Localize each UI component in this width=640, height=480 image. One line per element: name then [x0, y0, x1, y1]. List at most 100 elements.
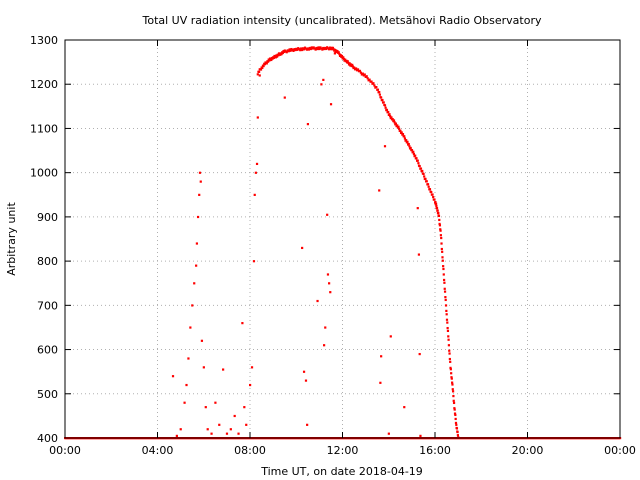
curve-point [351, 65, 354, 68]
scatter-point [214, 401, 217, 404]
x-tick-label: 08:00 [234, 444, 266, 457]
x-tick-label: 00:00 [49, 444, 81, 457]
curve-point [417, 162, 420, 165]
y-tick-label: 1300 [30, 34, 58, 47]
curve-point [354, 67, 358, 70]
scatter-point [245, 423, 248, 426]
x-tick-label: 20:00 [512, 444, 544, 457]
scatter-point [253, 193, 256, 196]
curve-point [412, 152, 416, 156]
curve-point [439, 228, 442, 231]
curve-point [454, 421, 458, 425]
curve-point [261, 66, 264, 70]
scatter-point [171, 375, 175, 378]
curve-point [445, 309, 448, 313]
scatter-point [195, 264, 198, 267]
scatter-point [379, 381, 382, 384]
scatter-point [383, 145, 387, 148]
curve-point [435, 207, 439, 210]
curve-point [300, 47, 303, 50]
curve-point [342, 57, 345, 61]
curve-point [456, 434, 460, 437]
curve-point [257, 70, 261, 73]
curve-point [345, 59, 348, 62]
scatter-point [210, 432, 213, 435]
curve-point [299, 49, 302, 52]
curve-point [439, 229, 442, 232]
x-tick-label: 16:00 [419, 444, 451, 457]
scatter-point [255, 162, 259, 166]
curve-point [391, 118, 394, 121]
curve-point [452, 401, 456, 405]
curve-point [440, 236, 443, 240]
scatter-point [304, 379, 308, 382]
curve-point [450, 372, 453, 375]
y-tick-label: 1100 [30, 122, 58, 135]
curve-point [442, 265, 445, 268]
curve-point [453, 407, 456, 410]
scatter-point [222, 368, 225, 371]
curve-point [384, 106, 387, 109]
curve-point [454, 413, 457, 417]
curve-point [446, 329, 450, 333]
scatter-point [200, 339, 204, 342]
scatter-point [324, 326, 327, 329]
curve-point [339, 53, 342, 57]
curve-point [321, 48, 324, 51]
curve-point [330, 46, 333, 49]
curve-point [365, 75, 368, 78]
scatter-point [249, 383, 252, 387]
curve-point [426, 183, 430, 186]
curve-point [378, 91, 381, 94]
curve-point [445, 313, 448, 316]
curve-point [441, 250, 444, 253]
curve-point [372, 82, 375, 85]
curve-point [452, 399, 455, 402]
curve-point [349, 63, 353, 66]
curve-point [416, 159, 419, 162]
curve-point [317, 46, 320, 49]
scatter-point [333, 52, 336, 55]
chart-title: Total UV radiation intensity (uncalibrat… [142, 14, 542, 27]
axis-ticks: 400 500 600 700 800 900 1000 1100 1200 1300 00:00 0… [30, 34, 636, 457]
y-tick-label: 900 [37, 211, 58, 224]
curve-point [449, 360, 452, 363]
curve-point [259, 68, 263, 71]
curve-point [449, 368, 452, 371]
curve-point [419, 167, 423, 170]
curve-point [318, 47, 321, 51]
curve-point [451, 388, 454, 391]
curve-point [361, 72, 364, 75]
curve-point [452, 394, 455, 398]
grid-lines [65, 40, 620, 438]
scatter-point [326, 213, 329, 216]
curve-point [342, 56, 345, 59]
scatter-point [283, 96, 286, 99]
scatter-point [316, 299, 319, 303]
curve-point [451, 381, 454, 384]
scatter-point [202, 366, 205, 369]
curve-point [314, 48, 317, 51]
curve-point [287, 50, 290, 53]
curve-point [283, 50, 286, 53]
curve-point [436, 209, 439, 212]
scatter-point [198, 171, 202, 174]
curve-point [447, 335, 450, 338]
y-tick-label: 1000 [30, 167, 58, 180]
curve-point [292, 49, 295, 52]
y-tick-label: 1200 [30, 78, 58, 91]
curve-point [333, 48, 336, 51]
curve-point [370, 80, 373, 83]
scatter-point [306, 423, 309, 426]
scatter-point [189, 326, 192, 329]
curve-point [438, 218, 441, 222]
curve-point [383, 104, 387, 107]
curve-point [256, 73, 259, 76]
scatter-point [256, 116, 259, 119]
x-tick-label: 12:00 [327, 444, 359, 457]
curve-point [454, 417, 457, 421]
curve-point [376, 88, 380, 91]
curve-point [447, 338, 450, 341]
curve-point [437, 214, 441, 218]
scatter-point [241, 322, 244, 325]
